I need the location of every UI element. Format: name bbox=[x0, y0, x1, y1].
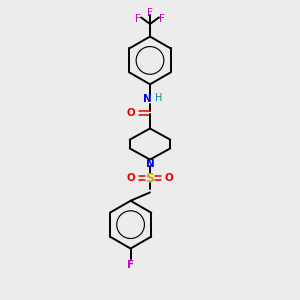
Text: F: F bbox=[135, 14, 141, 24]
Text: F: F bbox=[159, 14, 165, 24]
Text: H: H bbox=[155, 93, 162, 103]
Text: F: F bbox=[127, 260, 134, 270]
Text: O: O bbox=[165, 173, 173, 183]
Text: O: O bbox=[127, 108, 135, 118]
Text: O: O bbox=[127, 173, 135, 183]
Text: N: N bbox=[143, 94, 152, 104]
Text: N: N bbox=[146, 159, 154, 169]
Text: F: F bbox=[147, 8, 153, 18]
Text: S: S bbox=[146, 172, 154, 184]
